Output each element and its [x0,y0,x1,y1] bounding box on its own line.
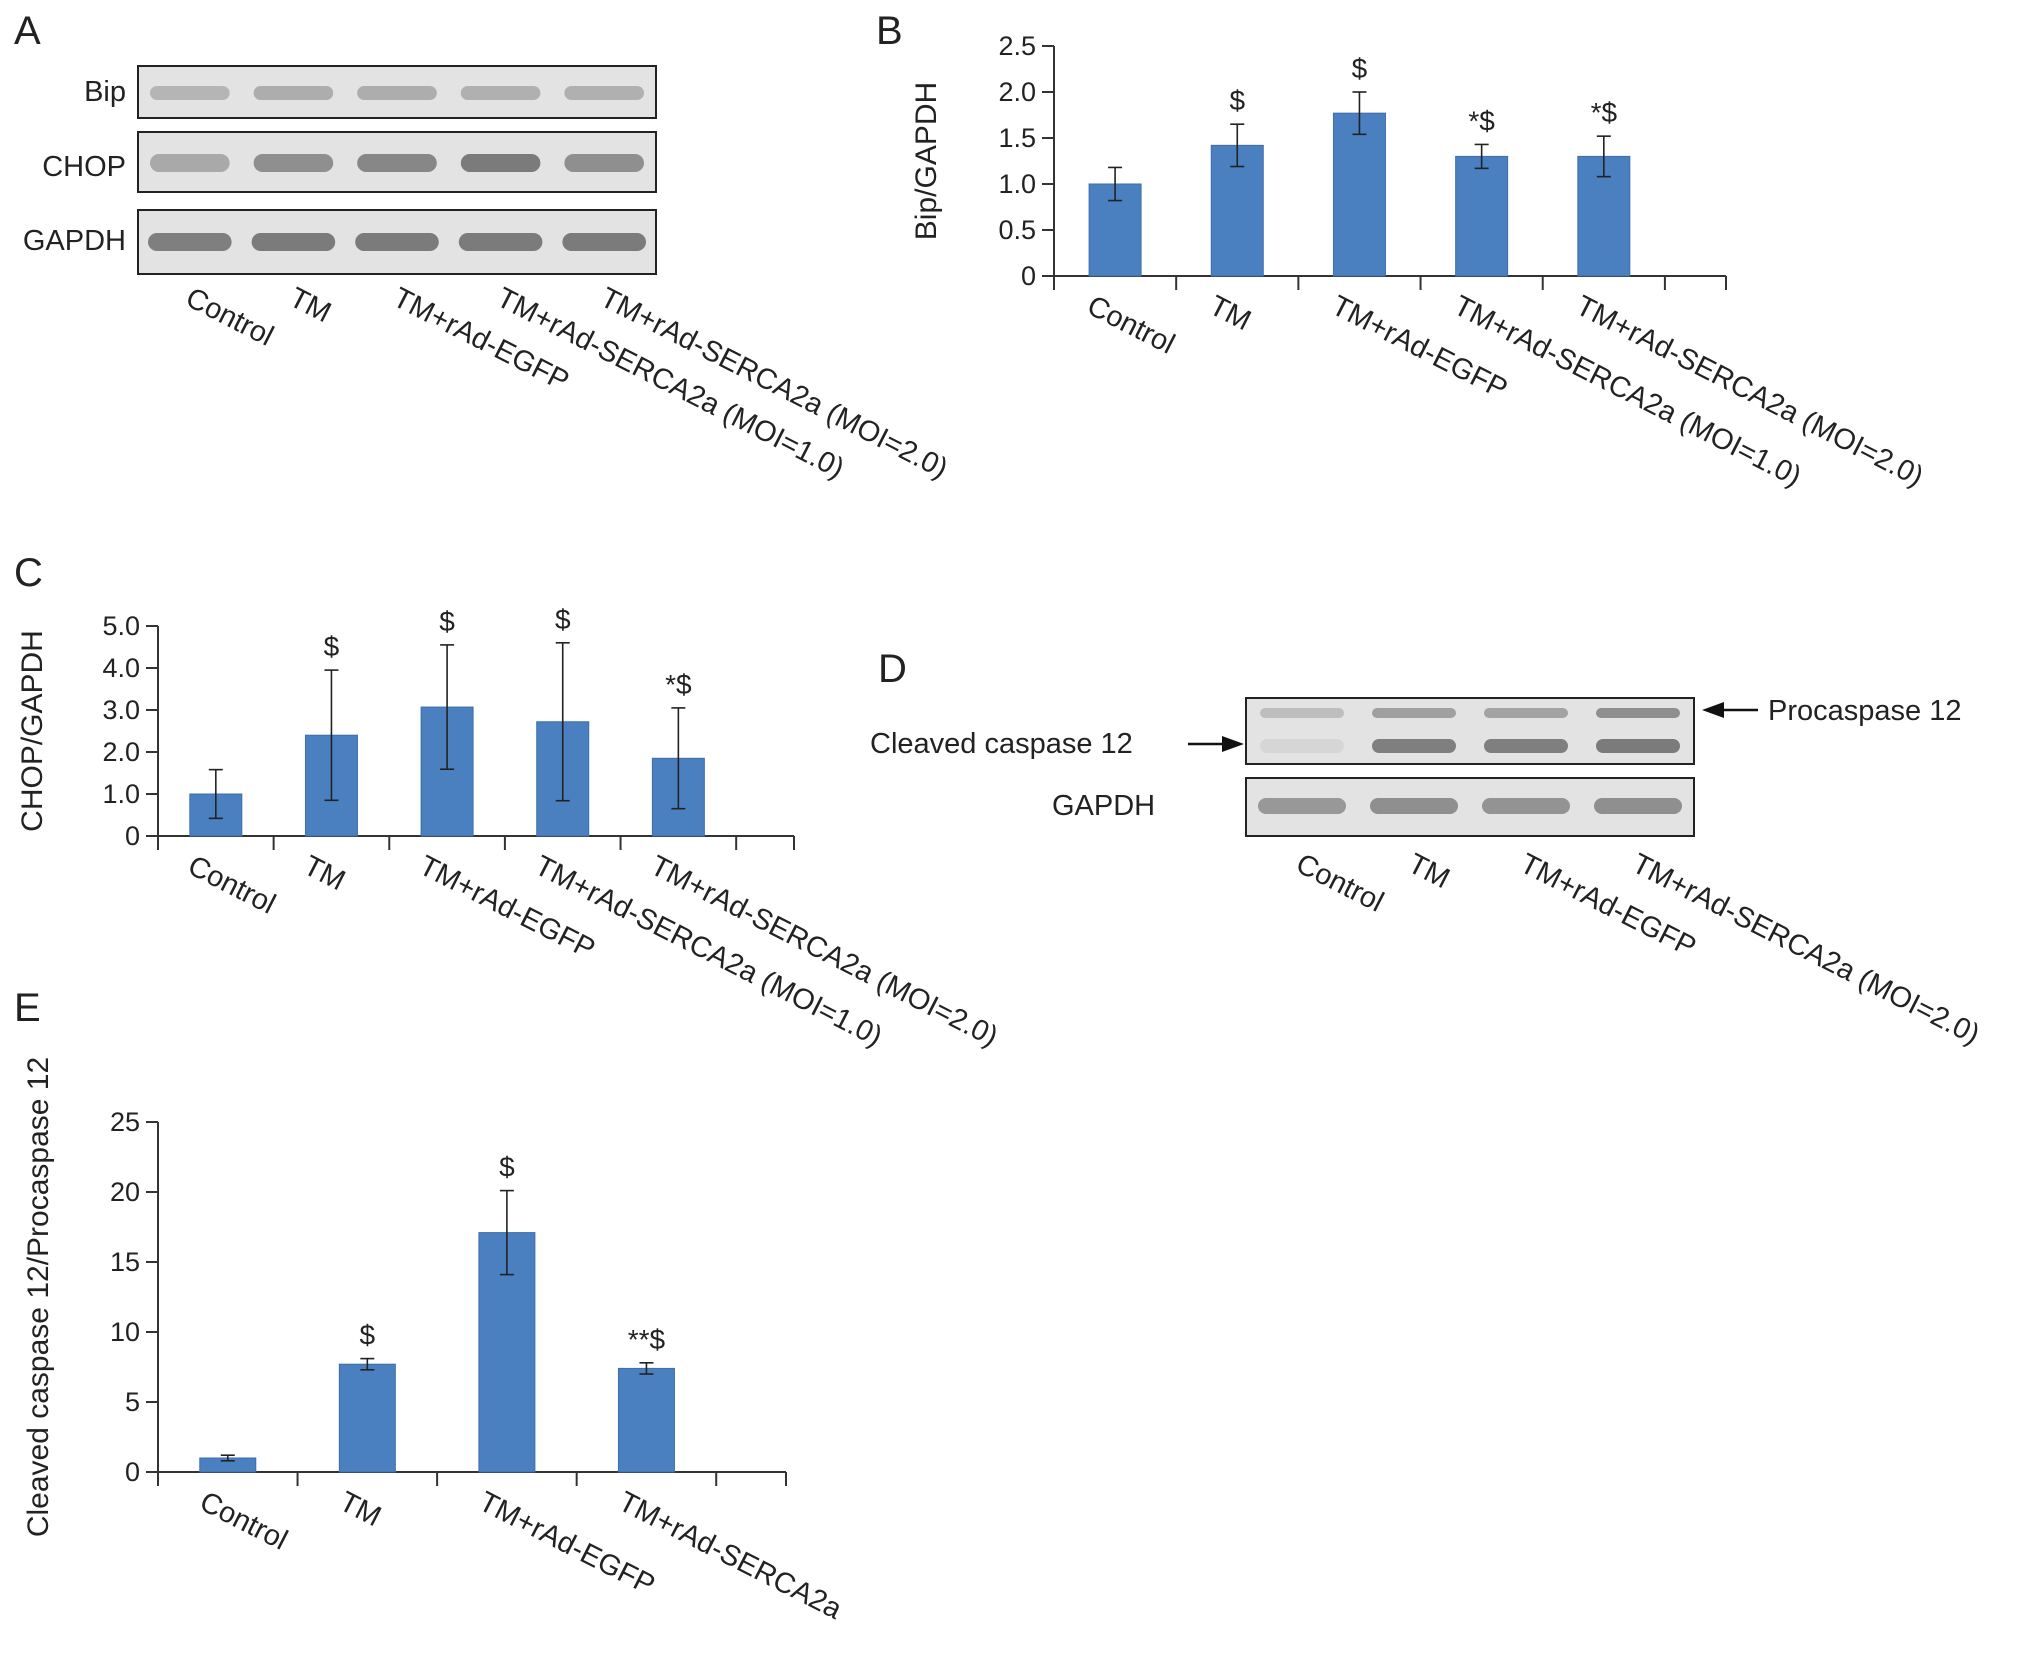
bar [617,1367,675,1473]
y-tick-label: 1.0 [102,779,140,809]
blot-a-gapdh-band [251,233,336,251]
blot-a-chop-band [357,154,437,172]
cleaved-caspase-arrow [1188,736,1244,752]
blot-a-gapdh-band [355,233,439,251]
blot-a-chop-band [564,154,644,172]
blot-a-bip-band [150,86,230,100]
y-tick-label: 15 [110,1247,140,1277]
y-tick-label: 1.5 [998,123,1036,153]
blot-a-label-gapdh: GAPDH [23,225,126,257]
y-tick-label: 0 [125,821,140,851]
panel-letter-c: C [14,551,43,595]
blot-d-gapdh-band [1482,798,1570,814]
blot-d-caspase-band [1484,708,1568,718]
blot-d-caspase-band [1596,708,1680,718]
significance-label: *$ [665,669,692,700]
cleaved-caspase-label: Cleaved caspase 12 [870,728,1133,760]
y-tick-label: 2.0 [102,737,140,767]
blot-d-gapdh-band [1258,798,1346,814]
y-tick-label: 5 [125,1387,140,1417]
blot-a-label-chop: CHOP [42,151,126,183]
significance-label: $ [1352,53,1368,84]
bar [1332,112,1386,277]
chart-chop-gapdh: 01.02.03.04.05.0CHOP/GAPDHControl$TM$TM+… [16,604,1003,1053]
blot-a-label-bip: Bip [84,76,126,108]
blot-d-caspase-band [1372,739,1456,753]
y-axis-title: CHOP/GAPDH [16,630,49,832]
category-label: TM [1204,290,1256,338]
significance-label: $ [499,1152,515,1183]
panel-letter-b: B [876,9,903,53]
blot-d-lane-label: TM [1403,848,1455,896]
category-label: Control [183,850,281,921]
blot-d-label-gapdh: GAPDH [1052,790,1155,822]
category-label: Control [195,1486,293,1557]
y-tick-label: 20 [110,1177,140,1207]
y-axis-title: Cleaved caspase 12/Procaspase 12 [22,1057,55,1537]
significance-label: *$ [1468,105,1495,136]
blot-d-caspase-band [1484,739,1568,753]
blot-a-chop-band [150,154,230,172]
blot-a-gapdh-band [148,233,232,251]
blot-a-bip-strip [137,65,657,119]
blot-d-gapdh-band [1370,798,1458,814]
category-label: TM [298,850,350,898]
y-axis-title: Bip/GAPDH [910,82,943,240]
y-tick-label: 5.0 [102,611,140,641]
chart-cleaved-procaspase: 0 5 10 15 20 25 Cleaved caspase 12/Procaspase … [22,1057,848,1626]
blot-d-caspase-band [1372,708,1456,718]
category-label: TM+rAd-SERCA2a [613,1486,847,1626]
chart-bip-gapdh: 00.51.01.52.02.5Bip/GAPDHControl$TM$TM+r… [910,31,1928,493]
category-label: Control [1082,290,1180,361]
blot-a-lane-label: TM [284,282,336,330]
y-tick-label: 10 [110,1317,140,1347]
y-tick-label: 2.0 [998,77,1036,107]
significance-label: $ [1229,85,1245,116]
significance-label: $ [439,606,455,637]
blot-a-gapdh-band [562,233,646,251]
blot-a-lane-label: TM+rAd-EGFP [388,282,574,398]
blot-a-chop-band [253,154,334,172]
blot-d-lane-label: Control [1291,848,1389,919]
blot-a-chop-band [460,154,541,172]
y-tick-label: 2.5 [998,31,1036,61]
panel-letter-a: A [14,9,41,53]
significance-label: $ [555,604,571,635]
y-tick-label: 0 [125,1457,140,1487]
blot-a-gapdh-band [458,233,543,251]
western-blot-d: Cleaved caspase 12 Procaspase 12 GAPDH C… [870,695,1985,1051]
procaspase-label: Procaspase 12 [1768,695,1961,727]
blot-a-lane-label: Control [181,282,279,353]
panel-letter-d: D [878,647,907,691]
y-tick-label: 4.0 [102,653,140,683]
significance-label: *$ [1591,97,1618,128]
blot-a-bip-band [564,86,644,100]
blot-d-caspase-band [1260,739,1344,753]
y-tick-label: 0 [1021,261,1036,291]
significance-label: **$ [628,1324,666,1355]
blot-d-caspase-band [1596,739,1680,753]
blot-a-bip-band [253,86,334,100]
procaspase-arrow [1702,702,1758,718]
bar [1455,155,1509,277]
blot-a-bip-band [460,86,541,100]
western-blot-a: Bip CHOP GAPDH Control TM TM+rAd-EGFPTM+rA… [23,65,953,485]
y-tick-label: 25 [110,1107,140,1137]
significance-label: $ [360,1320,376,1351]
blot-d-caspase-band [1260,708,1344,718]
y-tick-label: 1.0 [998,169,1036,199]
blot-d-caspase-strip [1245,697,1695,765]
blot-a-bip-band [357,86,437,100]
blot-d-gapdh-band [1594,798,1682,814]
bar [338,1363,396,1473]
category-label: TM [334,1486,386,1534]
significance-label: $ [324,631,340,662]
y-tick-label: 3.0 [102,695,140,725]
panel-letter-e: E [14,986,41,1030]
y-tick-label: 0.5 [998,215,1036,245]
